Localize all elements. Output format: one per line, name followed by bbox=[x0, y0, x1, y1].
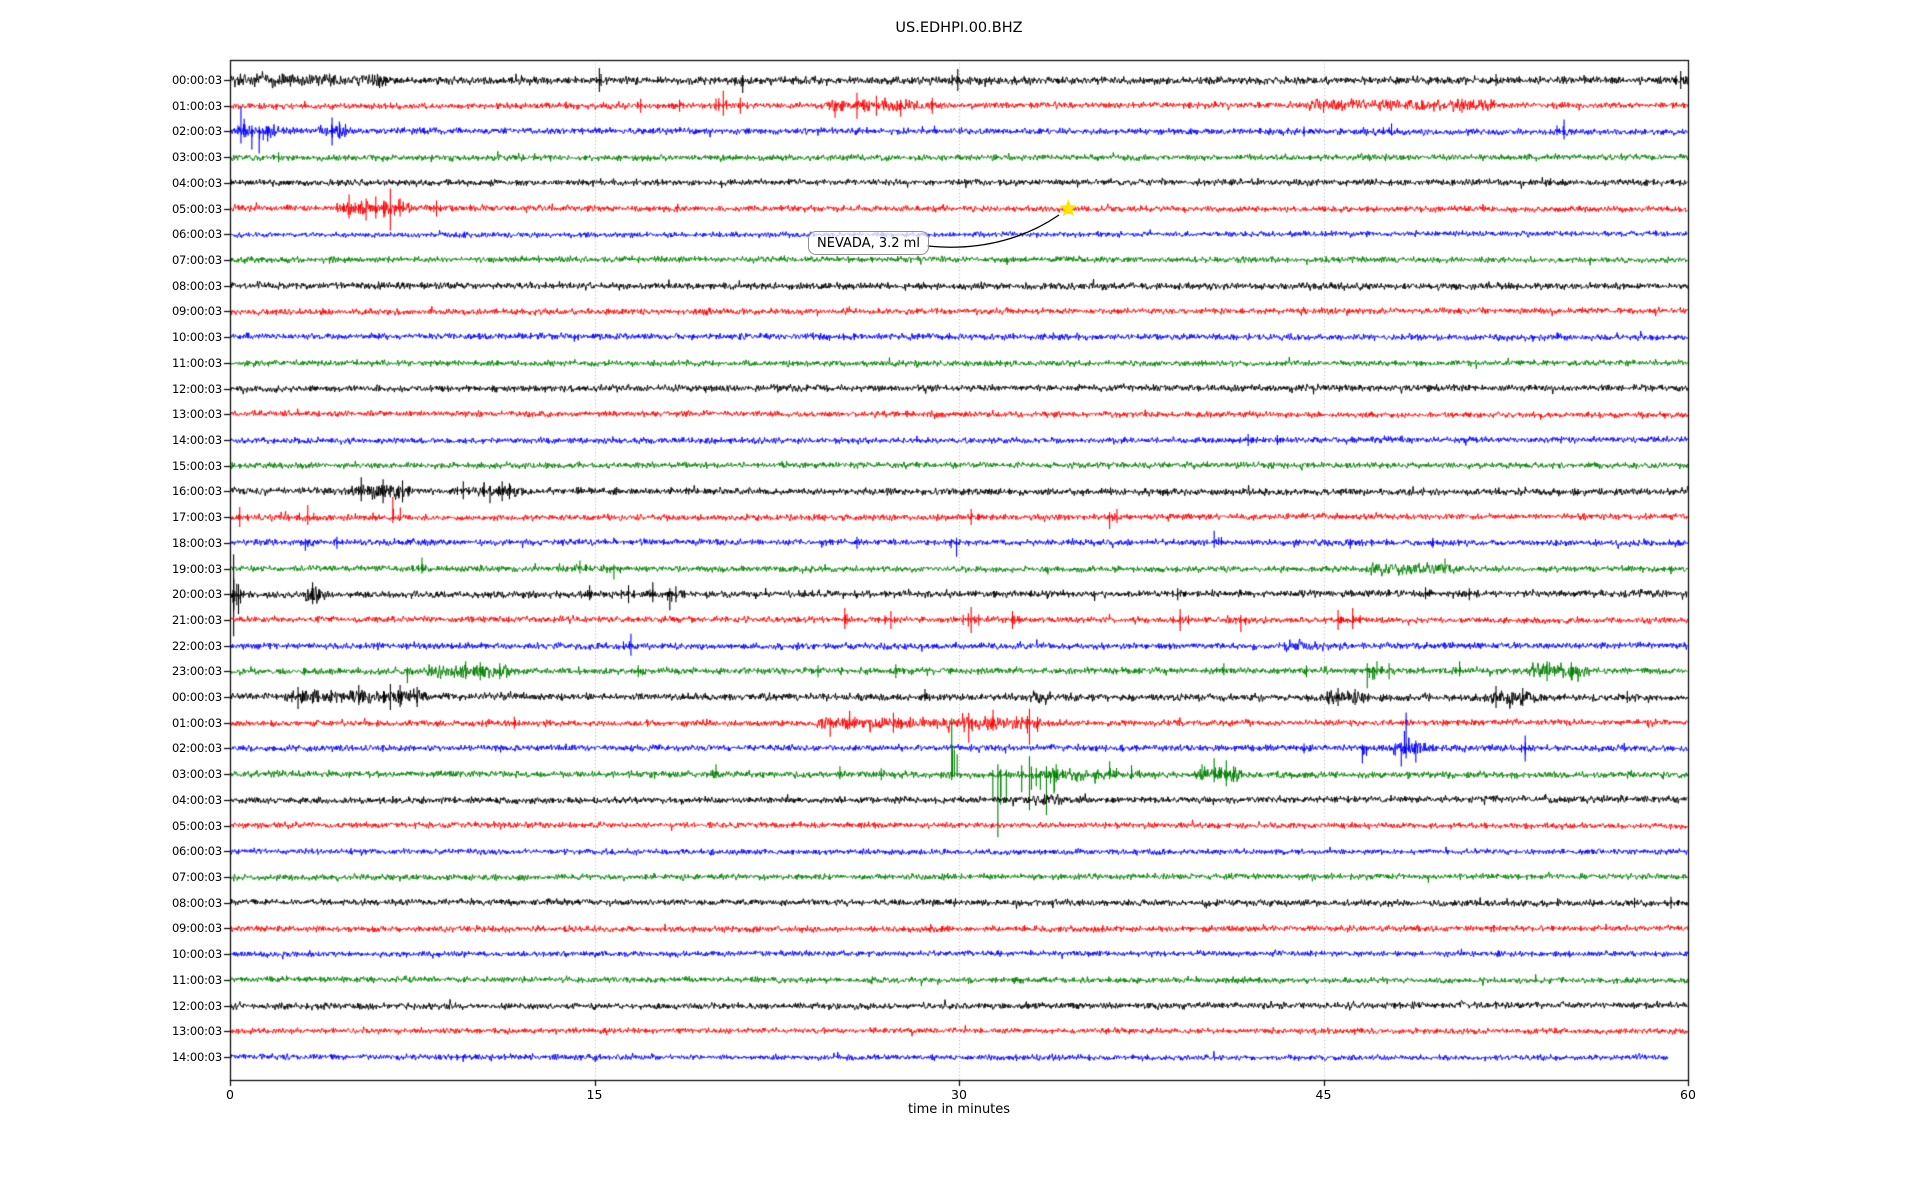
trace-time-label: 21:00:03 bbox=[171, 612, 222, 627]
trace-time-label: 01:00:03 bbox=[171, 715, 222, 730]
trace-time-label: 06:00:03 bbox=[171, 844, 222, 859]
trace-time-label: 00:00:03 bbox=[171, 73, 222, 87]
trace-time-label: 08:00:03 bbox=[171, 278, 222, 293]
trace-time-label: 18:00:03 bbox=[171, 535, 222, 550]
x-tick-label: 0 bbox=[226, 1087, 234, 1102]
x-tick-label: 30 bbox=[951, 1087, 967, 1102]
trace-time-label: 12:00:03 bbox=[171, 998, 222, 1013]
trace-time-label: 02:00:03 bbox=[171, 741, 222, 756]
trace-time-label: 15:00:03 bbox=[171, 458, 222, 473]
event-annotation: NEVADA, 3.2 ml bbox=[808, 231, 929, 255]
trace-time-label: 05:00:03 bbox=[171, 201, 222, 216]
trace-time-label: 14:00:03 bbox=[171, 432, 222, 447]
trace-time-label: 17:00:03 bbox=[171, 510, 222, 525]
trace-time-label: 07:00:03 bbox=[171, 870, 222, 885]
trace-time-label: 11:00:03 bbox=[171, 972, 222, 987]
trace-time-label: 11:00:03 bbox=[171, 355, 222, 370]
x-tick-label: 60 bbox=[1680, 1087, 1696, 1102]
event-annotation-label: NEVADA, 3.2 ml bbox=[817, 235, 920, 251]
trace-time-label: 05:00:03 bbox=[171, 818, 222, 833]
trace-time-label: 00:00:03 bbox=[171, 690, 222, 705]
chart-title: US.EDHPI.00.BHZ bbox=[895, 20, 1023, 36]
trace-time-label: 23:00:03 bbox=[171, 664, 222, 679]
trace-time-label: 03:00:03 bbox=[171, 150, 222, 165]
trace-time-label: 22:00:03 bbox=[171, 638, 222, 653]
x-tick-label: 45 bbox=[1315, 1087, 1332, 1102]
trace-time-label: 12:00:03 bbox=[171, 381, 222, 396]
trace-time-label: 19:00:03 bbox=[171, 561, 222, 576]
trace-time-label: 06:00:03 bbox=[171, 227, 222, 242]
trace-time-label: 09:00:03 bbox=[171, 304, 222, 319]
trace-time-label: 13:00:03 bbox=[171, 407, 222, 422]
trace-time-label: 04:00:03 bbox=[171, 792, 222, 807]
x-tick-label: 15 bbox=[586, 1087, 603, 1102]
trace-time-label: 16:00:03 bbox=[171, 484, 222, 499]
trace-time-label: 02:00:03 bbox=[171, 124, 222, 139]
trace-time-label: 10:00:03 bbox=[171, 330, 222, 345]
trace-time-label: 04:00:03 bbox=[171, 175, 222, 190]
trace-time-label: 08:00:03 bbox=[171, 895, 222, 910]
trace-time-label: 07:00:03 bbox=[171, 252, 222, 267]
trace-time-label: 13:00:03 bbox=[171, 1024, 222, 1039]
trace-time-label: 03:00:03 bbox=[171, 767, 222, 782]
trace-time-label: 20:00:03 bbox=[171, 587, 222, 602]
trace-time-label: 09:00:03 bbox=[171, 921, 222, 936]
trace-time-label: 14:00:03 bbox=[171, 1050, 222, 1064]
trace-time-label: 01:00:03 bbox=[171, 98, 222, 113]
trace-time-label: 10:00:03 bbox=[171, 947, 222, 962]
x-axis-label: time in minutes bbox=[907, 1102, 1011, 1117]
